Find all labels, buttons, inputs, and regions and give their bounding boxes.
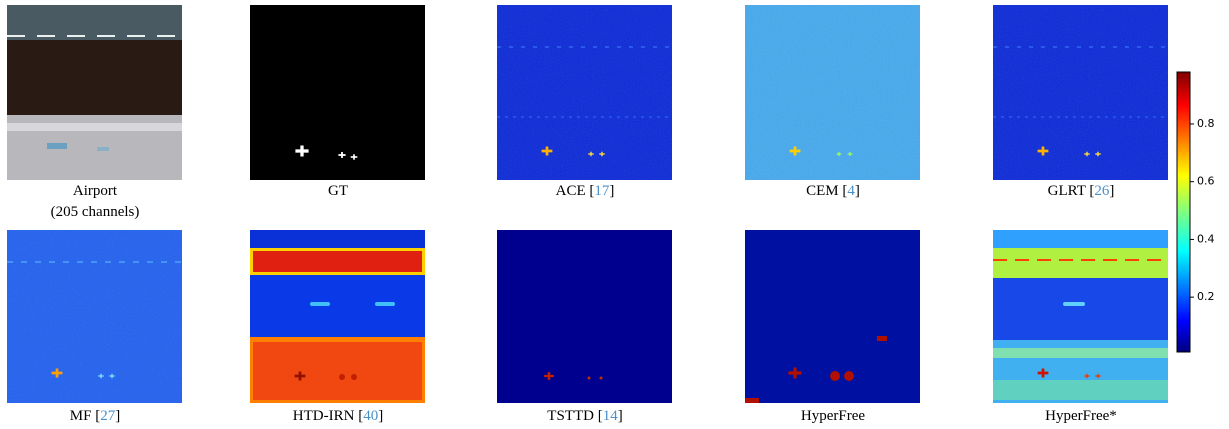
citation-bracket: [	[589, 183, 595, 199]
result-image	[250, 5, 425, 180]
caption-label: Airport	[72, 183, 118, 199]
citation-bracket: [	[1089, 183, 1095, 199]
citation-number: 40	[363, 408, 379, 424]
caption-label: HyperFree	[800, 408, 866, 424]
citation-bracket: ]	[115, 408, 121, 424]
caption: HyperFree*	[961, 406, 1201, 427]
colorbar-tick-label: 0.6	[1197, 175, 1215, 188]
citation-bracket: [	[358, 408, 364, 424]
caption-label: MF	[69, 408, 92, 424]
caption-sublabel: (205 channels)	[50, 204, 140, 220]
caption: Airport (205 channels)	[0, 181, 215, 223]
caption: GT	[218, 181, 458, 202]
result-image	[745, 230, 920, 403]
caption-label: ACE	[555, 183, 586, 199]
citation-number: 14	[602, 408, 618, 424]
panel: GT	[250, 5, 425, 199]
panel: HTD-IRN [40]	[250, 230, 425, 424]
panel: TSTTD [14]	[497, 230, 672, 424]
colorbar-gradient	[1176, 71, 1191, 353]
caption: MF [27]	[0, 406, 215, 427]
panel: HyperFree	[745, 230, 920, 424]
caption: HTD-IRN [40]	[218, 406, 458, 427]
caption-label: HTD-IRN	[292, 408, 355, 424]
citation-number: 27	[100, 408, 116, 424]
citation-number: 26	[1094, 183, 1110, 199]
caption: GLRT [26]	[961, 181, 1201, 202]
citation-bracket: [	[95, 408, 101, 424]
result-image	[7, 5, 182, 180]
panel: CEM [4]	[745, 5, 920, 199]
colorbar-tick-label: 0.2	[1197, 290, 1215, 303]
citation-bracket: ]	[854, 183, 860, 199]
caption-label: GLRT	[1047, 183, 1086, 199]
panel: ACE [17]	[497, 5, 672, 199]
result-image	[993, 230, 1168, 403]
colorbar: 0.2 0.4 0.6 0.8	[1176, 71, 1215, 353]
caption-label: CEM	[806, 183, 839, 199]
caption: ACE [17]	[465, 181, 705, 202]
citation-number: 17	[594, 183, 610, 199]
result-image	[497, 5, 672, 180]
citation-bracket: ]	[378, 408, 384, 424]
citation-number: 4	[847, 183, 855, 199]
citation-bracket: [	[597, 408, 603, 424]
result-image	[250, 230, 425, 403]
panel: Airport (205 channels)	[7, 5, 182, 220]
result-image	[497, 230, 672, 403]
colorbar-tick-label: 0.4	[1197, 232, 1215, 245]
result-image	[745, 5, 920, 180]
citation-bracket: [	[842, 183, 848, 199]
colorbar-tick-label: 0.8	[1197, 117, 1215, 130]
caption-label: GT	[328, 183, 348, 199]
panel: MF [27]	[7, 230, 182, 424]
caption: TSTTD [14]	[465, 406, 705, 427]
caption-label: TSTTD	[547, 408, 594, 424]
caption-label: HyperFree*	[1045, 408, 1117, 424]
caption: CEM [4]	[713, 181, 953, 202]
citation-bracket: ]	[1109, 183, 1115, 199]
citation-bracket: ]	[617, 408, 623, 424]
panel: HyperFree*	[993, 230, 1168, 424]
result-image	[993, 5, 1168, 180]
result-image	[7, 230, 182, 403]
citation-bracket: ]	[609, 183, 615, 199]
panel: GLRT [26]	[993, 5, 1168, 199]
caption: HyperFree	[713, 406, 953, 427]
